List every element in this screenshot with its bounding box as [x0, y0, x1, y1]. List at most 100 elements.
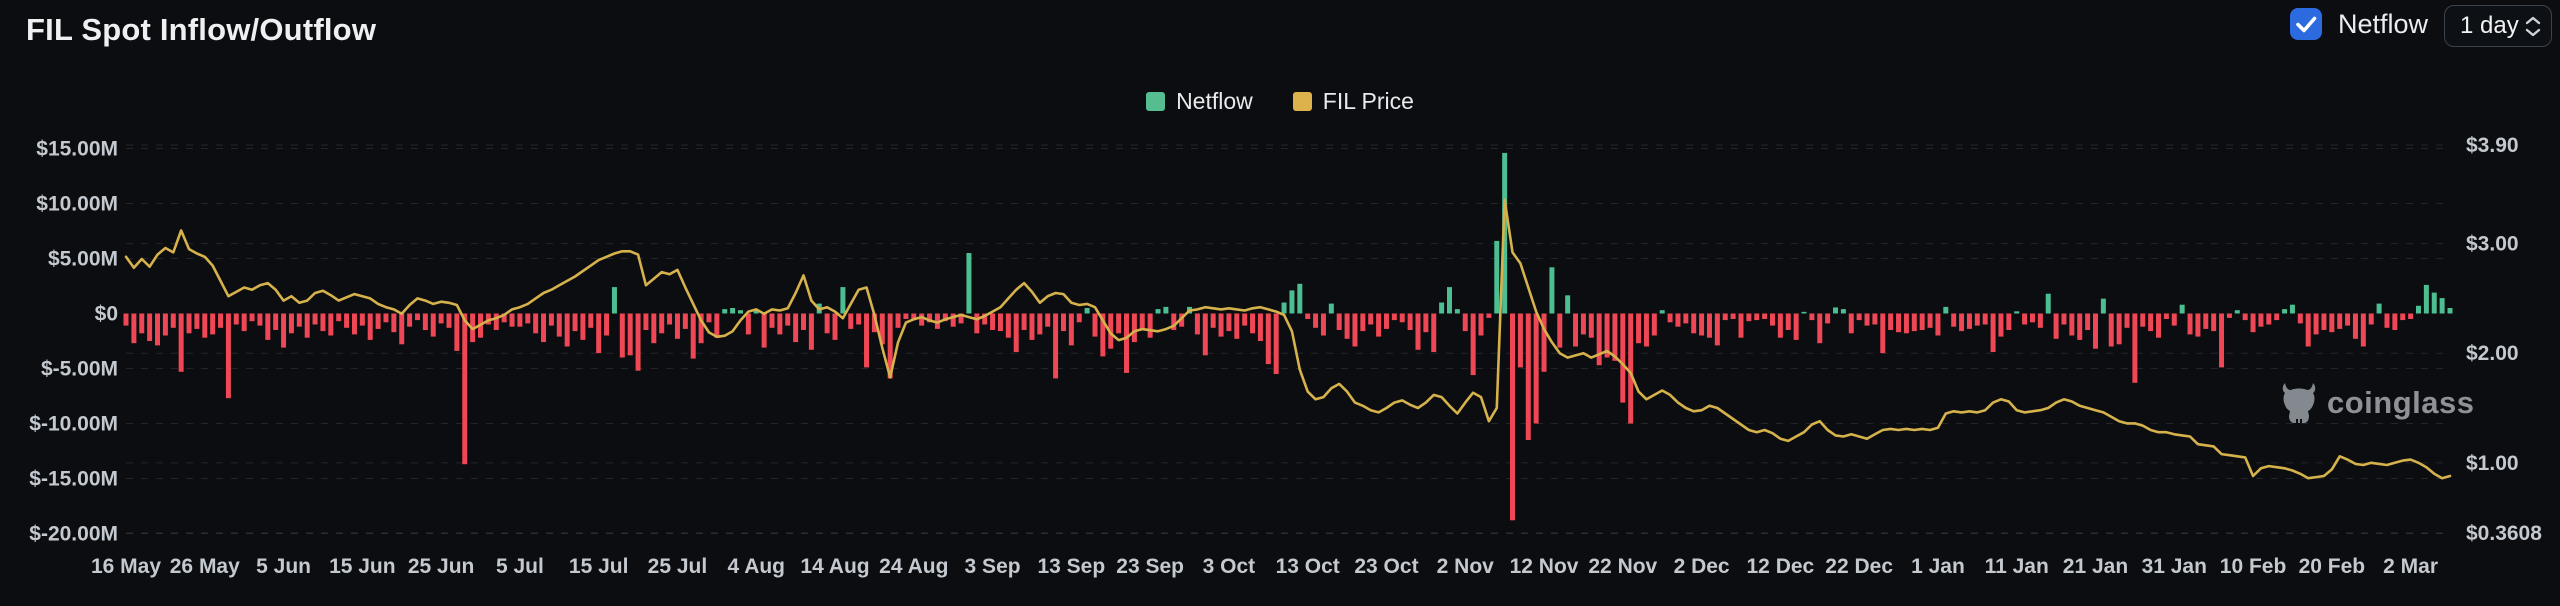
netflow-bar	[1139, 313, 1145, 329]
x-axis-label: 10 Feb	[2220, 555, 2287, 578]
netflow-bar	[2014, 311, 2020, 314]
y-axis-label-right: $1.00	[2466, 452, 2519, 475]
netflow-bar	[588, 313, 594, 328]
netflow-bar	[2360, 313, 2366, 347]
netflow-bar	[596, 313, 602, 354]
netflow-bar	[564, 313, 570, 347]
netflow-bar	[1683, 313, 1689, 324]
netflow-bar	[1344, 313, 1350, 339]
netflow-bar	[651, 313, 657, 344]
netflow-bar	[777, 313, 783, 335]
netflow-bar	[958, 313, 964, 324]
netflow-checkbox[interactable]	[2290, 8, 2322, 40]
netflow-bar	[674, 313, 680, 339]
netflow-bar	[2337, 313, 2343, 329]
netflow-bar	[1793, 313, 1799, 340]
netflow-bar	[1163, 306, 1169, 314]
netflow-bar	[864, 313, 870, 368]
netflow-bar	[1005, 313, 1011, 338]
netflow-bar	[2179, 304, 2185, 314]
netflow-bar	[2258, 313, 2264, 327]
netflow-bar	[698, 313, 704, 344]
netflow-bar	[1557, 313, 1563, 348]
x-axis-label: 1 Jan	[1911, 555, 1965, 578]
netflow-bar	[2352, 313, 2358, 339]
netflow-bar	[1856, 313, 1862, 321]
y-axis-label-left: $-10.00M	[29, 413, 118, 436]
netflow-bar	[1289, 290, 1295, 314]
interval-select-value: 1 day	[2460, 12, 2519, 39]
netflow-bar	[974, 313, 980, 334]
netflow-bar	[186, 313, 192, 334]
netflow-bar	[1053, 313, 1059, 379]
netflow-bar	[462, 313, 468, 465]
netflow-bar	[1927, 313, 1933, 328]
netflow-bar	[233, 313, 239, 325]
coinglass-bull-icon	[2282, 383, 2316, 423]
legend-item-fil-price[interactable]: FIL Price	[1292, 88, 1414, 115]
netflow-bar	[1604, 313, 1610, 358]
netflow-bar	[225, 313, 231, 399]
netflow-bar	[493, 313, 499, 330]
netflow-bar	[1754, 313, 1760, 321]
x-axis-label: 15 Jul	[569, 555, 629, 578]
netflow-bar	[304, 313, 310, 338]
netflow-bar	[1872, 313, 1878, 325]
netflow-bar	[139, 313, 145, 334]
netflow-bar	[1352, 313, 1358, 347]
netflow-bar	[848, 313, 854, 329]
netflow-bar	[1100, 313, 1106, 357]
netflow-bar	[2392, 313, 2398, 330]
netflow-bar	[2116, 313, 2122, 345]
netflow-bar	[1431, 313, 1437, 352]
x-axis-label: 2 Dec	[1674, 555, 1730, 578]
netflow-bar	[2408, 313, 2414, 319]
fil-price-swatch-icon	[1292, 92, 1312, 111]
y-axis-label-left: $-5.00M	[41, 358, 118, 381]
x-axis-label: 13 Sep	[1037, 555, 1105, 578]
netflow-bar	[1541, 313, 1547, 372]
netflow-bar	[1045, 313, 1051, 327]
netflow-bar	[1864, 313, 1870, 326]
netflow-bar	[2376, 303, 2382, 314]
netflow-bar	[1155, 309, 1161, 314]
netflow-bar	[2305, 313, 2311, 347]
netflow-bar	[517, 313, 523, 327]
netflow-bar	[982, 313, 988, 325]
netflow-toggle[interactable]: Netflow	[2290, 8, 2428, 40]
x-axis-label: 2 Mar	[2383, 555, 2438, 578]
y-axis-label-left: $10.00M	[36, 193, 118, 216]
netflow-bar	[438, 313, 444, 324]
netflow-bar	[147, 313, 153, 341]
netflow-bar	[1691, 313, 1697, 334]
y-axis-label-right: $3.90	[2466, 134, 2519, 157]
netflow-bar	[1147, 313, 1153, 338]
netflow-bar	[281, 313, 287, 348]
coinglass-watermark-text: coinglass	[2327, 385, 2475, 420]
legend-item-netflow[interactable]: Netflow	[1146, 88, 1253, 115]
netflow-bar	[2163, 313, 2169, 319]
netflow-bar	[1565, 295, 1571, 314]
netflow-bar	[1060, 313, 1066, 332]
netflow-bar	[2077, 313, 2083, 340]
netflow-bar	[257, 313, 263, 326]
interval-select[interactable]: 1 day	[2444, 5, 2552, 47]
x-axis-label: 15 Jun	[329, 555, 396, 578]
netflow-bar	[1990, 313, 1996, 352]
netflow-bar	[218, 313, 224, 328]
netflow-bar	[525, 313, 531, 324]
netflow-bar	[1092, 313, 1098, 337]
x-axis-label: 24 Aug	[879, 555, 948, 578]
netflow-bar	[485, 313, 491, 325]
netflow-bar	[1801, 311, 1807, 314]
netflow-bar	[1549, 267, 1555, 314]
netflow-bar	[1368, 313, 1374, 325]
netflow-bar	[769, 313, 775, 328]
x-axis-label: 13 Oct	[1276, 555, 1340, 578]
netflow-bar	[1833, 307, 1839, 314]
netflow-bar	[2234, 310, 2240, 314]
netflow-bar	[1013, 313, 1019, 352]
page-title: FIL Spot Inflow/Outflow	[26, 12, 377, 47]
netflow-bar	[1809, 313, 1815, 321]
